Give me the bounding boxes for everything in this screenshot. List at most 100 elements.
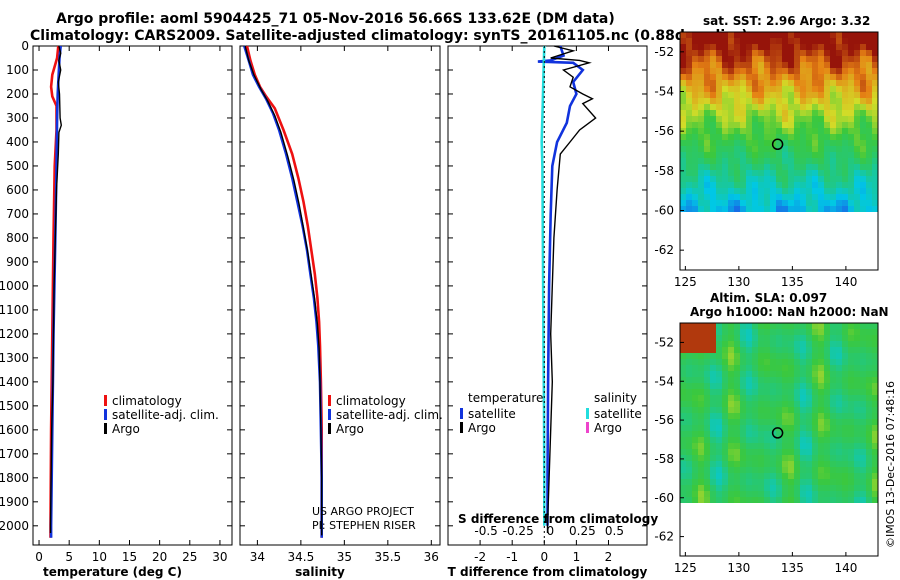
sla-map-cell bbox=[704, 365, 710, 371]
sla-map-cell bbox=[692, 413, 698, 419]
sst-map-cell bbox=[842, 62, 848, 68]
sla-map-cell bbox=[824, 347, 830, 353]
sla-map-cell bbox=[716, 389, 722, 395]
sst-map-cell bbox=[842, 158, 848, 164]
sla-map-cell bbox=[866, 407, 872, 413]
sst-map-cell bbox=[746, 116, 752, 122]
sla-map-cell bbox=[710, 395, 716, 401]
sst-map-cell bbox=[692, 80, 698, 86]
sla-map-cell bbox=[782, 473, 788, 479]
sla-map-cell bbox=[692, 443, 698, 449]
sla-map-cell bbox=[770, 401, 776, 407]
sst-map-cell bbox=[686, 122, 692, 128]
difference-series-t-satellite bbox=[537, 45, 585, 526]
sst-map-cell bbox=[740, 62, 746, 68]
sla-map-cell bbox=[836, 467, 842, 473]
sla-map-cell bbox=[758, 497, 764, 503]
sst-map-cell bbox=[680, 110, 686, 116]
sst-map-cell bbox=[872, 176, 878, 182]
sla-map-cell bbox=[818, 395, 824, 401]
salinity-xtick-label: 35 bbox=[337, 550, 352, 564]
sst-map-cell bbox=[794, 194, 800, 200]
sst-map-cell bbox=[842, 116, 848, 122]
sla-map-cell bbox=[752, 359, 758, 365]
sst-map-cell bbox=[812, 164, 818, 170]
sla-map-cell bbox=[794, 323, 800, 329]
sla-map-cell bbox=[680, 449, 686, 455]
sla-map-cell bbox=[698, 347, 704, 353]
sst-map-cell bbox=[782, 74, 788, 80]
sst-map-cell bbox=[782, 50, 788, 56]
salinity-series-argo bbox=[244, 45, 323, 536]
sst-map-cell bbox=[818, 68, 824, 74]
sst-map-cell bbox=[722, 188, 728, 194]
sst-map-cell bbox=[788, 44, 794, 50]
sst-map-cell bbox=[842, 170, 848, 176]
sla-map-cell bbox=[812, 443, 818, 449]
sst-map-cell bbox=[872, 92, 878, 98]
sst-map-cell bbox=[872, 98, 878, 104]
sla-map-cell bbox=[752, 395, 758, 401]
sla-map-cell bbox=[842, 341, 848, 347]
sla-map-cell bbox=[818, 389, 824, 395]
sla-map-cell bbox=[824, 419, 830, 425]
sst-map-cell bbox=[800, 134, 806, 140]
sst-map-cell bbox=[830, 158, 836, 164]
sst-map-cell bbox=[758, 92, 764, 98]
sla-map-cell bbox=[866, 335, 872, 341]
sla-map-cell bbox=[734, 395, 740, 401]
ytick-label: 600 bbox=[6, 183, 29, 197]
sst-map-cell bbox=[842, 146, 848, 152]
sla-map-cell bbox=[758, 329, 764, 335]
ytick-label: 1100 bbox=[0, 303, 29, 317]
sst-map-cell bbox=[824, 152, 830, 158]
sst-map-cell bbox=[692, 98, 698, 104]
sla-map-cell bbox=[788, 389, 794, 395]
sla-map-cell bbox=[758, 323, 764, 329]
sst-map-cell bbox=[824, 44, 830, 50]
sst-map-cell bbox=[686, 44, 692, 50]
sst-map-cell bbox=[734, 44, 740, 50]
sst-map-cell bbox=[824, 164, 830, 170]
sst-map-cell bbox=[680, 164, 686, 170]
sst-map-cell bbox=[680, 206, 686, 212]
sla-map-cell bbox=[872, 497, 878, 503]
sla-map-cell bbox=[818, 329, 824, 335]
sst-map-cell bbox=[692, 182, 698, 188]
sla-map-cell bbox=[818, 437, 824, 443]
sst-map-cell bbox=[740, 164, 746, 170]
sst-map-cell bbox=[680, 32, 686, 38]
sst-map-cell bbox=[752, 80, 758, 86]
sst-map-cell bbox=[686, 200, 692, 206]
sst-map-cell bbox=[842, 152, 848, 158]
sla-map-cell bbox=[848, 329, 854, 335]
sst-map-cell bbox=[770, 44, 776, 50]
sst-map-cell bbox=[776, 98, 782, 104]
sla-map-cell bbox=[722, 455, 728, 461]
sst-map-cell bbox=[722, 116, 728, 122]
sst-map-cell bbox=[686, 182, 692, 188]
sst-map-cell bbox=[764, 122, 770, 128]
sst-map-cell bbox=[710, 170, 716, 176]
sla-map-cell bbox=[704, 347, 710, 353]
sla-map-cell bbox=[818, 353, 824, 359]
sla-map-cell bbox=[698, 491, 704, 497]
sla-map-cell bbox=[842, 419, 848, 425]
sla-map-cell bbox=[680, 329, 686, 335]
sst-map-cell bbox=[740, 152, 746, 158]
sst-map-cell bbox=[710, 110, 716, 116]
sst-map-cell bbox=[866, 128, 872, 134]
sst-map-cell bbox=[686, 152, 692, 158]
sst-map-cell bbox=[842, 188, 848, 194]
sst-map-cell bbox=[818, 80, 824, 86]
sla-map-cell bbox=[710, 401, 716, 407]
sst-map-cell bbox=[836, 164, 842, 170]
sla-map-cell bbox=[680, 407, 686, 413]
sla-map-cell bbox=[794, 347, 800, 353]
sla-map-cell bbox=[824, 365, 830, 371]
sst-map-cell bbox=[734, 98, 740, 104]
sst-map-cell bbox=[680, 188, 686, 194]
sla-map-cell bbox=[680, 371, 686, 377]
sla-map-cell bbox=[686, 365, 692, 371]
sla-map-cell bbox=[800, 401, 806, 407]
